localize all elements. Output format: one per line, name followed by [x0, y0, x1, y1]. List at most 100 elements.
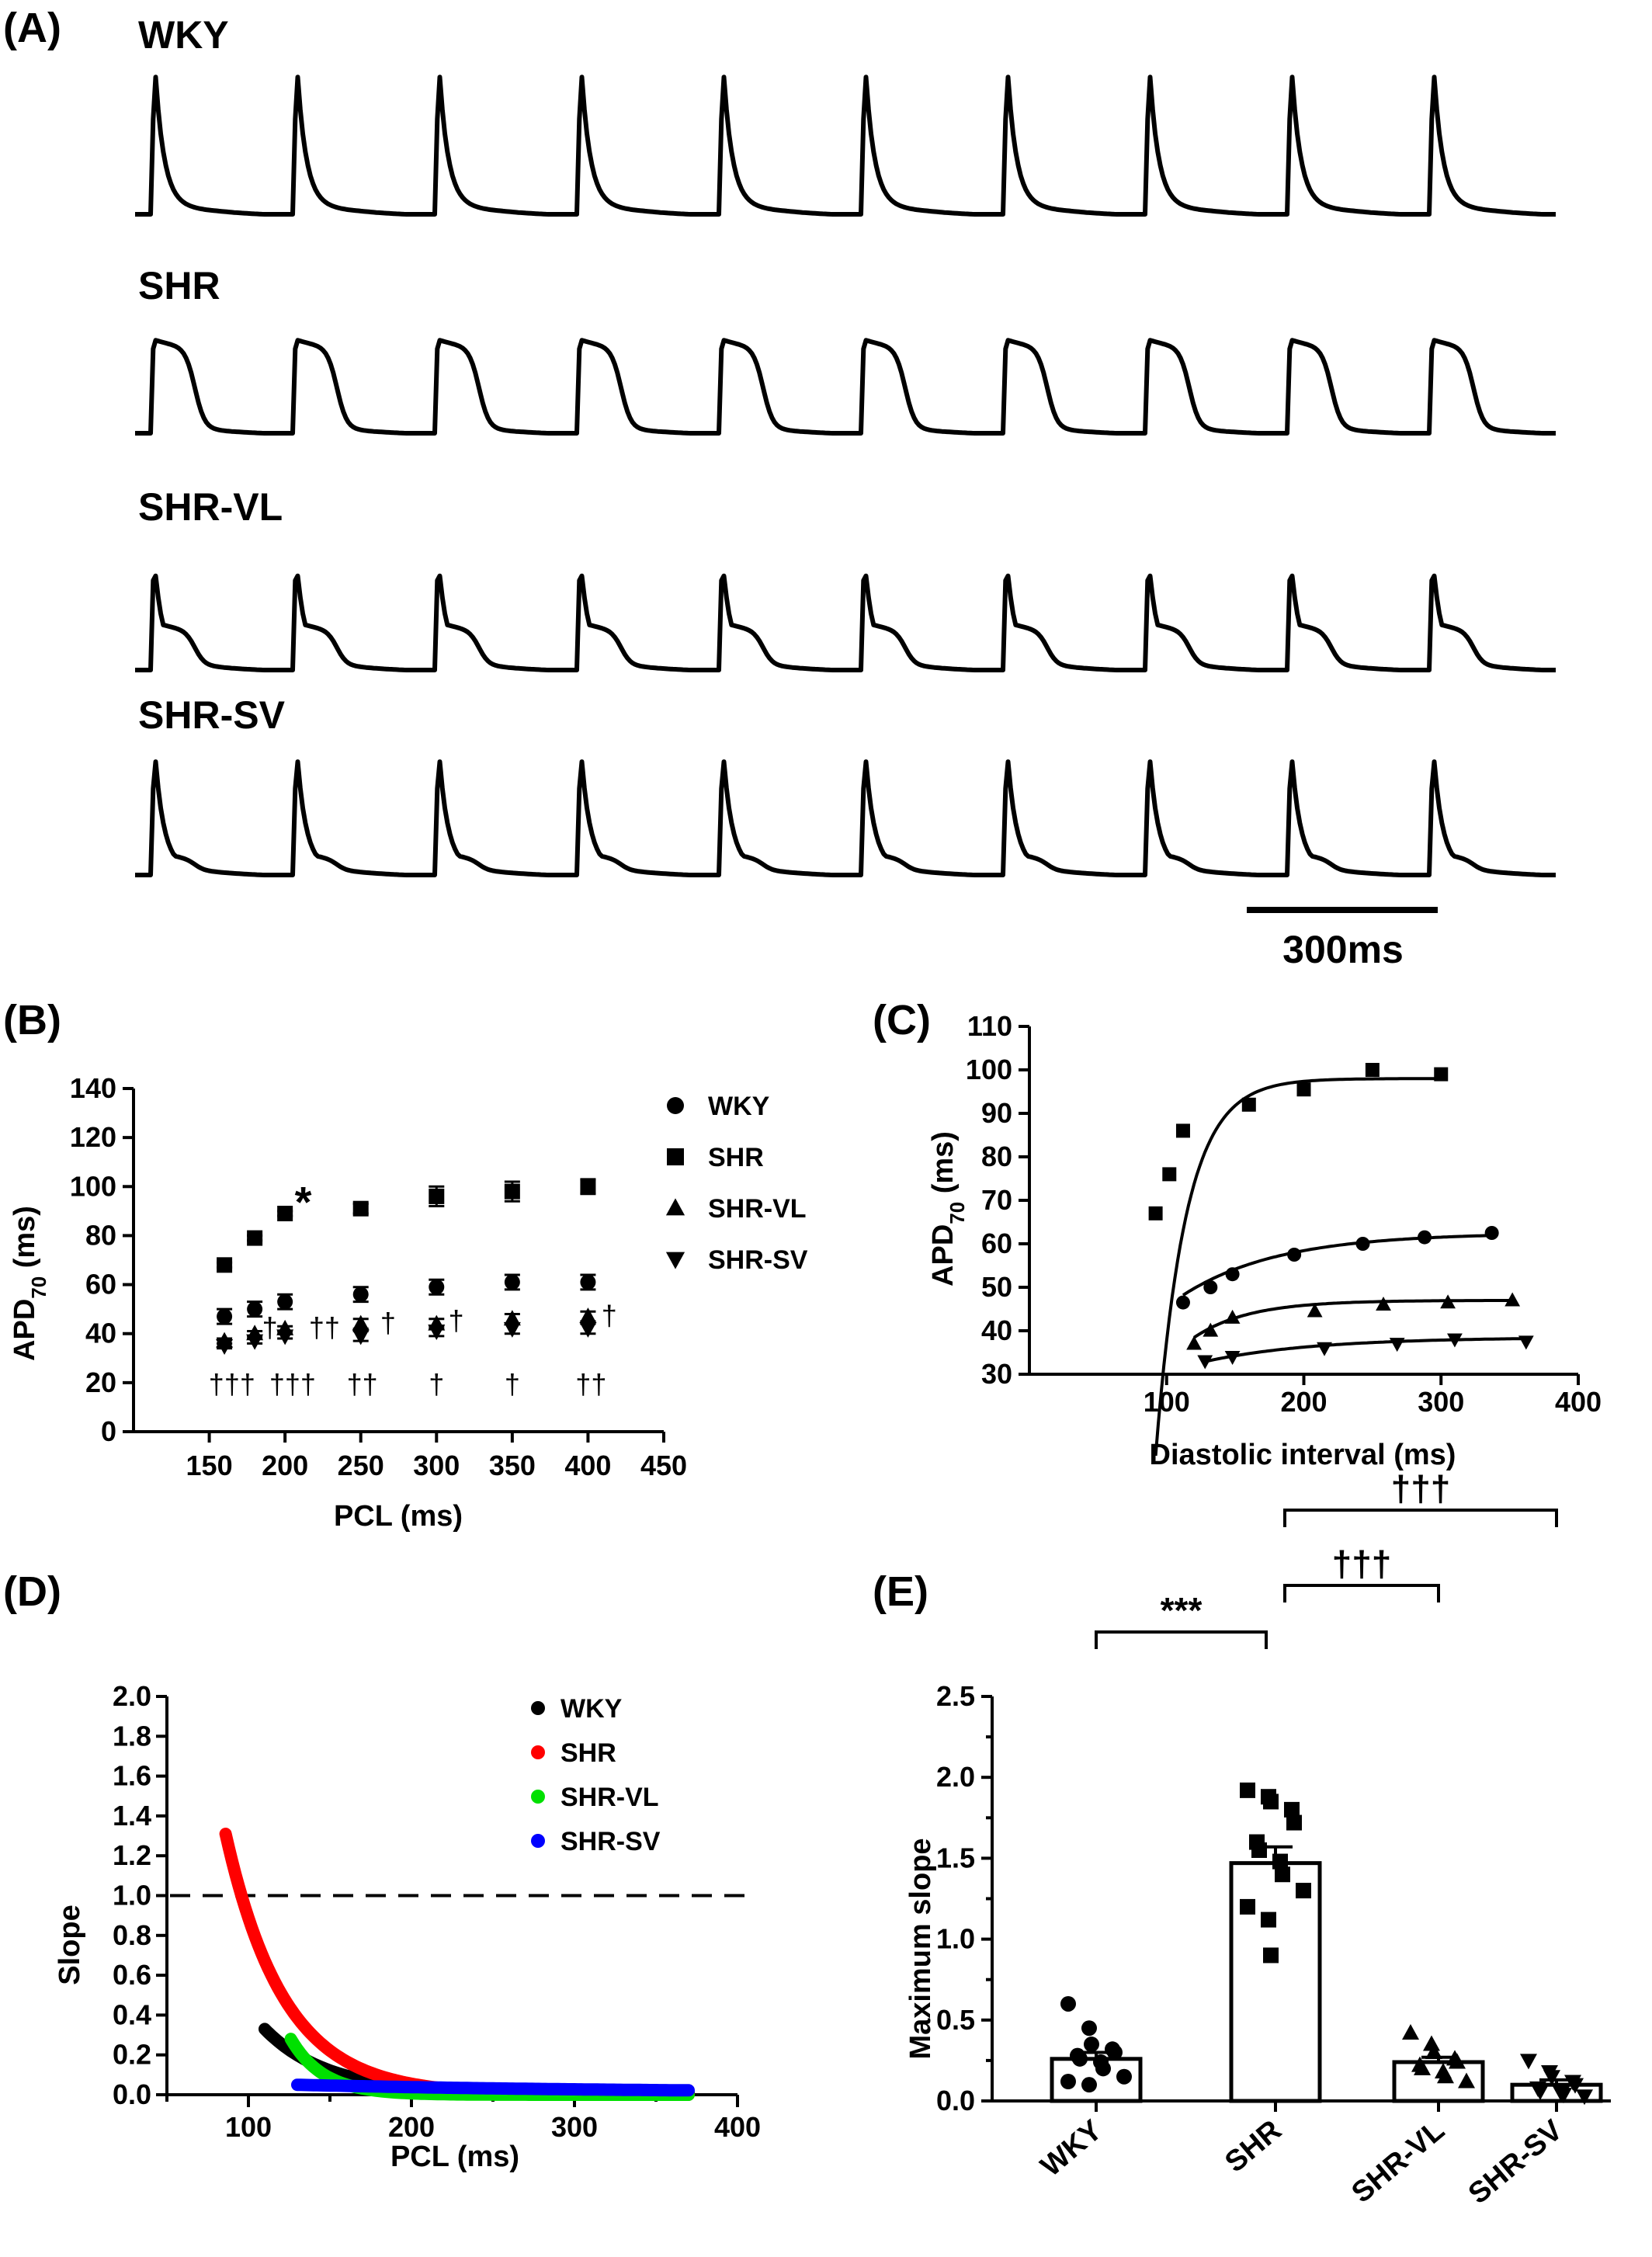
panel-b-point	[503, 1310, 521, 1326]
panel-e-ytick-label: 0.5	[936, 2004, 975, 2036]
panel-b-annotation: *	[295, 1178, 312, 1227]
panel-d-legend-label: SHR-SV	[560, 1827, 661, 1856]
panel-d-ytick-label: 0.2	[113, 2039, 151, 2071]
panel-e-significance-label: †††	[1332, 1543, 1392, 1584]
panel-b-point	[579, 1307, 597, 1324]
panel-b-ylabel: APD70 (ms)	[9, 1206, 50, 1361]
panel-b-xtick-label: 400	[564, 1450, 611, 1481]
panel-c-point	[1197, 1355, 1213, 1370]
panel-c-point	[1175, 1123, 1190, 1138]
panel-d-ytick-label: 1.2	[113, 1839, 151, 1871]
panel-c-ytick-label: 80	[981, 1141, 1012, 1172]
panel-b-xlabel: PCL (ms)	[334, 1500, 463, 1533]
panel-b-annotation: †††	[269, 1368, 316, 1400]
panel-e-point	[1284, 1801, 1300, 1818]
panel-e-point	[1081, 2020, 1097, 2037]
panel-e-label: (E)	[873, 1568, 928, 1615]
trace-shr	[135, 338, 1556, 436]
panel-b-annotation: †	[449, 1304, 464, 1336]
panel-d-xtick-label: 100	[225, 2111, 272, 2143]
panel-c-point	[1504, 1292, 1521, 1307]
panel-c-marks	[1148, 1063, 1534, 1457]
panel-b-annotation: †	[505, 1368, 520, 1400]
panel-b: (B) 150 200 250 300 350 400 450 0 20 40 60 80 100 120…	[3, 997, 808, 1533]
panel-e-ytick-label: 1.5	[936, 1842, 975, 1873]
panel-b-xtick-label: 350	[489, 1450, 536, 1481]
panel-e-point	[1263, 1793, 1279, 1810]
panel-e-ytick-label: 2.0	[936, 1761, 975, 1793]
panel-d-ytick-label: 0.8	[113, 1919, 151, 1951]
panel-c-point	[1148, 1206, 1163, 1221]
panel-c-ytick-label: 30	[981, 1358, 1012, 1390]
panel-e-ytick-label: 2.5	[936, 1680, 975, 1712]
panel-e-point	[1275, 1866, 1290, 1883]
panel-e-point	[1532, 2084, 1549, 2100]
panel-e-point	[1414, 2059, 1431, 2075]
panel-c-point	[1355, 1237, 1370, 1251]
panel-c-xtick-label: 400	[1555, 1386, 1602, 1418]
panel-d-ytick-label: 0.4	[113, 1998, 151, 2030]
panel-c-ytick-label: 70	[981, 1184, 1012, 1216]
panel-c-fit-curve	[1204, 1337, 1526, 1363]
panel-e-ytick-label: 1.0	[936, 1923, 975, 1955]
panel-c-ylabel: APD70 (ms)	[927, 1131, 969, 1286]
panel-d-ytick-label: 1.8	[113, 1720, 151, 1752]
panel-c-fit-curve	[1154, 1077, 1442, 1457]
panel-c-axes: 100 200 300 400 30 40 50 60 70 80 90 100 110	[966, 1010, 1602, 1418]
panel-d-ylabel: Slope	[54, 1905, 86, 1984]
panel-c-point	[1225, 1267, 1240, 1282]
panel-e-ylabel: Maximum slope	[904, 1838, 937, 2059]
panel-b-legend-marker	[665, 1198, 685, 1216]
panel-c-point	[1418, 1230, 1432, 1245]
panel-d-legend-label: SHR	[560, 1738, 616, 1768]
panel-b-point	[504, 1183, 520, 1200]
panel-e-xtick-label: SHR-SV	[1463, 2113, 1569, 2210]
panel-e-ytick-label: 0.0	[936, 2085, 975, 2116]
panel-b-xtick-label: 450	[640, 1450, 687, 1481]
panel-e-point	[1272, 1853, 1288, 1870]
panel-b-point	[428, 1325, 446, 1341]
panel-d-marks: WKY SHR SHR-VL SHR-SV	[170, 1694, 745, 2101]
panel-e-point	[1081, 2077, 1097, 2093]
panel-c-ytick-label: 50	[981, 1271, 1012, 1303]
panel-c-point	[1224, 1309, 1241, 1324]
panel-b-ytick-label: 140	[70, 1072, 116, 1104]
panel-d-xtick-label: 300	[551, 2111, 598, 2143]
panel-e-xtick-label: WKY	[1035, 2114, 1109, 2183]
panel-b-point	[217, 1308, 233, 1325]
panel-e-point	[1240, 1782, 1255, 1798]
panel-e-point	[1520, 2054, 1537, 2070]
panel-c-point	[1376, 1297, 1391, 1311]
panel-d-legend-label: SHR-VL	[560, 1783, 659, 1812]
panel-c-ytick-label: 60	[981, 1227, 1012, 1259]
panel-d-ytick-label: 1.4	[113, 1800, 151, 1832]
panel-c-point	[1518, 1335, 1534, 1350]
panel-b-legend-marker	[667, 1097, 684, 1114]
panel-d-ytick-label: 1.6	[113, 1760, 151, 1792]
panel-c-xtick-label: 100	[1144, 1386, 1190, 1418]
panel-e-bracket	[1283, 1509, 1558, 1527]
panel-d-xlabel: PCL (ms)	[390, 2141, 519, 2173]
panel-b-annotation: †	[380, 1307, 396, 1339]
panel-c-xtick-label: 300	[1418, 1386, 1464, 1418]
panel-c-ytick-label: 90	[981, 1097, 1012, 1129]
panel-b-annotation: ††	[347, 1368, 378, 1400]
panel-b-point	[277, 1206, 293, 1222]
panel-e-point	[1555, 2088, 1572, 2104]
panel-e-point	[1060, 2073, 1076, 2089]
panel-c-point	[1162, 1167, 1177, 1182]
panel-c-point	[1317, 1342, 1332, 1356]
panel-b-xtick-label: 200	[262, 1450, 308, 1481]
panel-b-point	[217, 1257, 233, 1273]
panel-b-annotation: †	[429, 1368, 444, 1400]
panel-d-legend-marker	[531, 1834, 545, 1848]
panel-c-point	[1447, 1333, 1463, 1348]
panel-b-axes: 150 200 250 300 350 400 450 0 20 40 60 80 100 120 140	[70, 1072, 687, 1481]
panel-e-marks: *** ††† †††	[1050, 1468, 1603, 2106]
panel-e-point	[1296, 1883, 1311, 1899]
panel-e-point	[1437, 2068, 1454, 2084]
panel-d-ytick-label: 0.0	[113, 2078, 151, 2110]
panel-b-xtick-label: 250	[338, 1450, 384, 1481]
panel-c-point	[1365, 1063, 1380, 1077]
